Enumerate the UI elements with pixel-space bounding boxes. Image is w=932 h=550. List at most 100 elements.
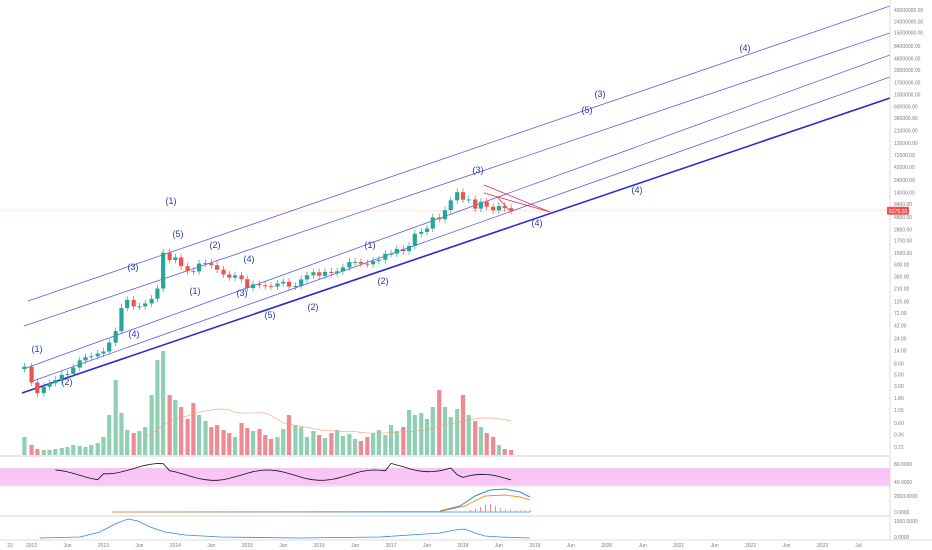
last-price-tag: 6275.20 (887, 206, 909, 215)
time-axis-label: Jun (423, 543, 431, 549)
volume-bar (191, 403, 196, 455)
last-price-text: 6275.20 (889, 209, 907, 215)
triangle-lower (483, 192, 551, 213)
triangle-leg (496, 196, 510, 211)
candle-body (358, 261, 363, 264)
volume-bar (304, 437, 310, 455)
volume-bar (232, 437, 238, 455)
candle-body (41, 386, 46, 394)
macd-histogram-bar (520, 510, 521, 512)
candle-body (442, 210, 448, 220)
volume-ma-line (145, 408, 512, 437)
volume-bar (299, 427, 304, 455)
price-axis-label: 1700000.00 (894, 80, 921, 86)
candle-body (383, 253, 388, 260)
candle-body (406, 246, 412, 252)
volume-bar (455, 409, 460, 455)
price-axis-label: 210000.00 (894, 128, 918, 134)
price-axis-label: 120.00 (894, 299, 910, 305)
macd-histogram-bar (505, 509, 506, 512)
volume-bar (214, 425, 220, 455)
candle-body (304, 275, 310, 280)
volume-bar (376, 430, 381, 455)
volume-bar (29, 445, 34, 455)
price-axis-label: 2800.00 (894, 227, 912, 233)
candle-body (209, 263, 214, 266)
candle-body (293, 285, 298, 287)
rsi-line (55, 462, 512, 481)
candle-body (119, 308, 124, 332)
candle-body (376, 259, 381, 262)
candle-body (509, 208, 514, 211)
elliott-wave-label: (3) (128, 262, 139, 272)
time-axis-label: Jun (495, 543, 503, 549)
volume-bar (406, 410, 412, 455)
elliott-wave-label: (2) (308, 302, 319, 312)
candle-body (125, 299, 130, 309)
elliott-wave-label: (3) (595, 89, 606, 99)
elliott-wave-label: (5) (173, 229, 184, 239)
price-axis-label: 210.00 (894, 287, 910, 293)
candle-body (317, 272, 322, 276)
candle-body (71, 367, 76, 374)
volume-bar (263, 435, 268, 455)
volume-bar (22, 437, 27, 455)
time-axis-label: 2019 (529, 543, 540, 549)
time-axis-label: 2022 (745, 543, 756, 549)
volume-bar (347, 434, 352, 455)
volume-bar (268, 439, 274, 455)
volume-bar (83, 447, 88, 455)
volume-bar (149, 395, 154, 455)
candle-body (179, 257, 184, 267)
volume-bar (293, 425, 298, 455)
volume-bar (257, 429, 262, 455)
price-axis-label: 1000.00 (894, 251, 912, 257)
price-axis-label: 40000000.00 (894, 8, 923, 14)
time-axis-label: 2017 (386, 543, 397, 549)
volume-bar (59, 448, 64, 455)
macd-histogram-bar (500, 508, 501, 512)
elliott-wave-label: (5) (582, 105, 593, 115)
time-axis-label: Jun (351, 543, 359, 549)
elliott-wave-labels: (1)(2)(3)(4)(5)(1)(2)(4)(3)(5)(1)(2)(2)(… (32, 43, 751, 387)
candle-body (167, 252, 172, 261)
candle-body (22, 366, 27, 370)
candle-body (419, 231, 424, 234)
volume-bar (509, 450, 514, 455)
candle-body (196, 263, 202, 272)
volume-moving-average (145, 408, 512, 437)
macd-histogram-bar (475, 509, 476, 512)
volume-bar (137, 431, 142, 455)
volume-bar (466, 415, 471, 455)
elliott-wave-label: (1) (365, 240, 376, 250)
volume-bar (322, 438, 328, 455)
candle-body (245, 279, 250, 289)
elliott-wave-label: (3) (473, 165, 484, 175)
volume-bar (370, 433, 376, 455)
volume-bar (113, 380, 118, 455)
elliott-wave-label: (4) (740, 43, 751, 53)
triangle-pattern (483, 184, 551, 213)
candle-body (353, 261, 358, 263)
volume-bar (239, 423, 244, 455)
price-axis-label: 0.36 (894, 433, 904, 439)
price-axis: 40000000.00 24000000.00 15000000.00 8400000… (894, 8, 923, 451)
volume-bar (143, 427, 148, 455)
volume-bar (107, 415, 112, 455)
volume-bar (173, 400, 178, 455)
volume-bar (484, 433, 489, 455)
volume-bar (478, 427, 484, 455)
candle-body (89, 356, 94, 358)
rsi-axis-label: 80.0000 (894, 462, 912, 468)
candle-body (191, 271, 196, 273)
candle-body (448, 200, 453, 211)
volume-bar (281, 429, 286, 455)
price-axis-label: 72.00 (894, 311, 907, 317)
candle-body (155, 288, 160, 299)
price-axis-label: 2900000.00 (894, 68, 921, 74)
volume-bar (491, 437, 496, 455)
volume-bar (496, 445, 502, 455)
candle-body (95, 353, 100, 357)
volume-bar (353, 439, 358, 455)
